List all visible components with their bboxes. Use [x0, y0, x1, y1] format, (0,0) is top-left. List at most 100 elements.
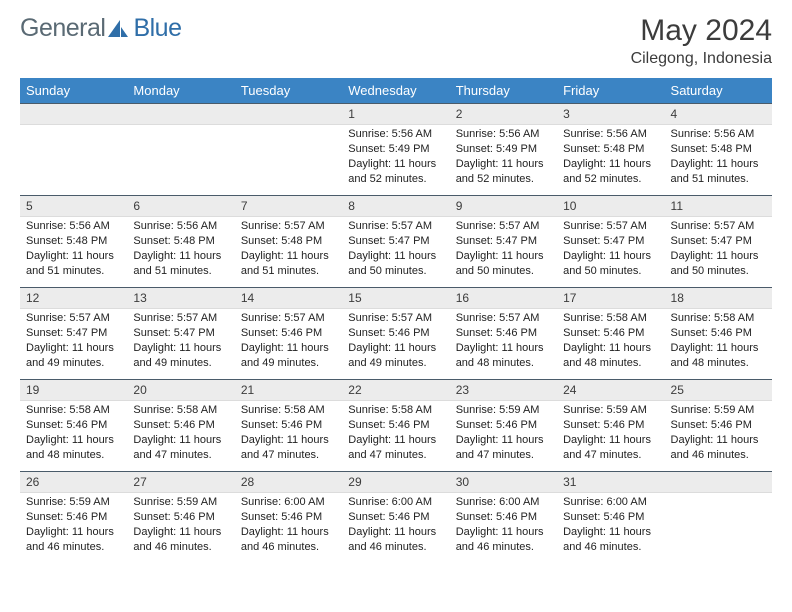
day-body: Sunrise: 5:58 AMSunset: 5:46 PMDaylight:…: [235, 401, 342, 466]
day-number: 28: [235, 471, 342, 493]
sunset-line: Sunset: 5:46 PM: [456, 418, 551, 433]
calendar-cell: 17Sunrise: 5:58 AMSunset: 5:46 PMDayligh…: [557, 287, 664, 379]
day-number: 8: [342, 195, 449, 217]
calendar-row: 12Sunrise: 5:57 AMSunset: 5:47 PMDayligh…: [20, 287, 772, 379]
day-number: 12: [20, 287, 127, 309]
sunset-line: Sunset: 5:48 PM: [563, 142, 658, 157]
sunrise-line: Sunrise: 5:57 AM: [26, 311, 121, 326]
day-number: 29: [342, 471, 449, 493]
calendar-cell: 10Sunrise: 5:57 AMSunset: 5:47 PMDayligh…: [557, 195, 664, 287]
calendar-cell: 14Sunrise: 5:57 AMSunset: 5:46 PMDayligh…: [235, 287, 342, 379]
day-number: 22: [342, 379, 449, 401]
calendar-cell: [20, 103, 127, 195]
calendar-cell: 13Sunrise: 5:57 AMSunset: 5:47 PMDayligh…: [127, 287, 234, 379]
calendar-cell: 25Sunrise: 5:59 AMSunset: 5:46 PMDayligh…: [665, 379, 772, 471]
sunset-line: Sunset: 5:46 PM: [348, 418, 443, 433]
sunrise-line: Sunrise: 5:59 AM: [563, 403, 658, 418]
day-body: Sunrise: 5:57 AMSunset: 5:46 PMDaylight:…: [450, 309, 557, 374]
calendar-row: 5Sunrise: 5:56 AMSunset: 5:48 PMDaylight…: [20, 195, 772, 287]
day-body: Sunrise: 5:56 AMSunset: 5:49 PMDaylight:…: [342, 125, 449, 190]
calendar-cell: 12Sunrise: 5:57 AMSunset: 5:47 PMDayligh…: [20, 287, 127, 379]
day-number: 15: [342, 287, 449, 309]
calendar-cell: 4Sunrise: 5:56 AMSunset: 5:48 PMDaylight…: [665, 103, 772, 195]
day-body: Sunrise: 5:59 AMSunset: 5:46 PMDaylight:…: [20, 493, 127, 558]
sunrise-line: Sunrise: 5:58 AM: [348, 403, 443, 418]
calendar-cell: 9Sunrise: 5:57 AMSunset: 5:47 PMDaylight…: [450, 195, 557, 287]
sunset-line: Sunset: 5:47 PM: [671, 234, 766, 249]
sunset-line: Sunset: 5:47 PM: [456, 234, 551, 249]
sunset-line: Sunset: 5:46 PM: [456, 510, 551, 525]
calendar-cell: 26Sunrise: 5:59 AMSunset: 5:46 PMDayligh…: [20, 471, 127, 563]
calendar-cell: 30Sunrise: 6:00 AMSunset: 5:46 PMDayligh…: [450, 471, 557, 563]
sunrise-line: Sunrise: 5:56 AM: [26, 219, 121, 234]
calendar-cell: 31Sunrise: 6:00 AMSunset: 5:46 PMDayligh…: [557, 471, 664, 563]
day-header: Monday: [127, 78, 234, 103]
day-body: Sunrise: 5:59 AMSunset: 5:46 PMDaylight:…: [665, 401, 772, 466]
day-number: 1: [342, 103, 449, 125]
day-body: [235, 125, 342, 131]
sunset-line: Sunset: 5:48 PM: [133, 234, 228, 249]
day-number: 24: [557, 379, 664, 401]
daylight-line: Daylight: 11 hours and 46 minutes.: [563, 525, 658, 555]
daylight-line: Daylight: 11 hours and 52 minutes.: [563, 157, 658, 187]
sunrise-line: Sunrise: 5:58 AM: [26, 403, 121, 418]
daylight-line: Daylight: 11 hours and 46 minutes.: [26, 525, 121, 555]
day-number: [127, 103, 234, 125]
day-number: 7: [235, 195, 342, 217]
logo-text-general: General: [20, 14, 105, 43]
title-block: May 2024 Cilegong, Indonesia: [631, 14, 772, 68]
day-body: Sunrise: 5:56 AMSunset: 5:48 PMDaylight:…: [557, 125, 664, 190]
calendar-cell: 24Sunrise: 5:59 AMSunset: 5:46 PMDayligh…: [557, 379, 664, 471]
calendar-cell: 7Sunrise: 5:57 AMSunset: 5:48 PMDaylight…: [235, 195, 342, 287]
day-number: 4: [665, 103, 772, 125]
day-body: Sunrise: 5:58 AMSunset: 5:46 PMDaylight:…: [127, 401, 234, 466]
sunrise-line: Sunrise: 5:56 AM: [563, 127, 658, 142]
sunset-line: Sunset: 5:47 PM: [563, 234, 658, 249]
day-number: 27: [127, 471, 234, 493]
sunset-line: Sunset: 5:47 PM: [348, 234, 443, 249]
day-body: Sunrise: 5:56 AMSunset: 5:48 PMDaylight:…: [20, 217, 127, 282]
header: General Blue May 2024 Cilegong, Indonesi…: [20, 14, 772, 68]
day-body: Sunrise: 5:56 AMSunset: 5:48 PMDaylight:…: [127, 217, 234, 282]
day-body: [20, 125, 127, 131]
sunrise-line: Sunrise: 5:56 AM: [456, 127, 551, 142]
calendar-cell: 11Sunrise: 5:57 AMSunset: 5:47 PMDayligh…: [665, 195, 772, 287]
sunrise-line: Sunrise: 5:57 AM: [241, 219, 336, 234]
day-header: Thursday: [450, 78, 557, 103]
daylight-line: Daylight: 11 hours and 47 minutes.: [241, 433, 336, 463]
daylight-line: Daylight: 11 hours and 48 minutes.: [671, 341, 766, 371]
daylight-line: Daylight: 11 hours and 49 minutes.: [133, 341, 228, 371]
sunrise-line: Sunrise: 5:59 AM: [26, 495, 121, 510]
daylight-line: Daylight: 11 hours and 48 minutes.: [26, 433, 121, 463]
sunrise-line: Sunrise: 5:56 AM: [671, 127, 766, 142]
day-body: Sunrise: 5:57 AMSunset: 5:47 PMDaylight:…: [342, 217, 449, 282]
day-body: [665, 493, 772, 499]
sunrise-line: Sunrise: 5:58 AM: [241, 403, 336, 418]
day-number: 17: [557, 287, 664, 309]
day-number: 23: [450, 379, 557, 401]
day-number: 6: [127, 195, 234, 217]
daylight-line: Daylight: 11 hours and 52 minutes.: [348, 157, 443, 187]
calendar-row: 26Sunrise: 5:59 AMSunset: 5:46 PMDayligh…: [20, 471, 772, 563]
daylight-line: Daylight: 11 hours and 46 minutes.: [671, 433, 766, 463]
sunrise-line: Sunrise: 5:57 AM: [456, 311, 551, 326]
calendar-row: 1Sunrise: 5:56 AMSunset: 5:49 PMDaylight…: [20, 103, 772, 195]
sunrise-line: Sunrise: 5:58 AM: [671, 311, 766, 326]
day-body: Sunrise: 5:59 AMSunset: 5:46 PMDaylight:…: [557, 401, 664, 466]
daylight-line: Daylight: 11 hours and 47 minutes.: [348, 433, 443, 463]
sunrise-line: Sunrise: 5:59 AM: [133, 495, 228, 510]
day-header: Friday: [557, 78, 664, 103]
day-number: 20: [127, 379, 234, 401]
day-body: Sunrise: 5:57 AMSunset: 5:46 PMDaylight:…: [235, 309, 342, 374]
day-number: 21: [235, 379, 342, 401]
day-body: Sunrise: 5:57 AMSunset: 5:47 PMDaylight:…: [665, 217, 772, 282]
calendar-cell: 19Sunrise: 5:58 AMSunset: 5:46 PMDayligh…: [20, 379, 127, 471]
daylight-line: Daylight: 11 hours and 51 minutes.: [671, 157, 766, 187]
daylight-line: Daylight: 11 hours and 49 minutes.: [241, 341, 336, 371]
sunset-line: Sunset: 5:46 PM: [563, 418, 658, 433]
sunrise-line: Sunrise: 5:57 AM: [456, 219, 551, 234]
sunset-line: Sunset: 5:46 PM: [133, 418, 228, 433]
day-body: Sunrise: 5:58 AMSunset: 5:46 PMDaylight:…: [342, 401, 449, 466]
daylight-line: Daylight: 11 hours and 47 minutes.: [563, 433, 658, 463]
sunrise-line: Sunrise: 5:56 AM: [133, 219, 228, 234]
